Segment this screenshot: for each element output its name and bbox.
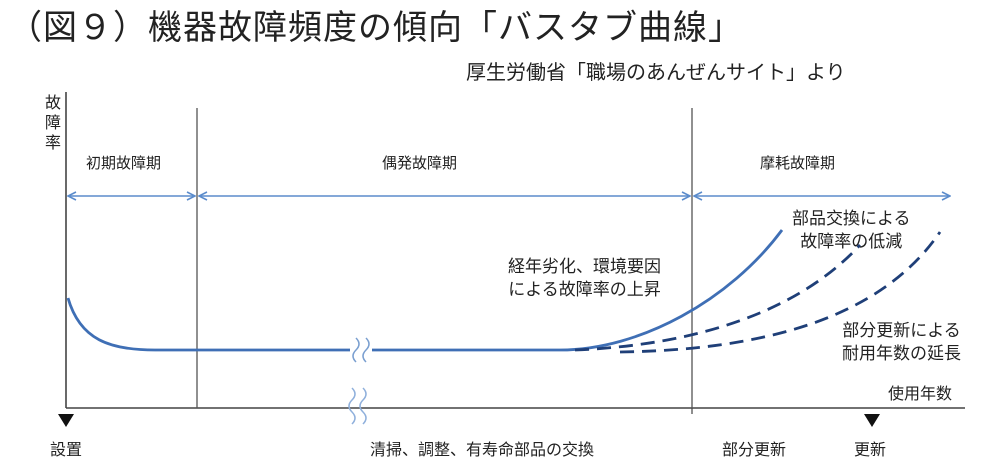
renewal-marker-icon <box>864 414 880 427</box>
aging-annotation-line-1: 経年劣化、環境要因 <box>508 257 661 277</box>
partial-update-line-2: 耐用年数の延長 <box>842 344 961 364</box>
partial-update-label: 部分更新 <box>722 440 787 459</box>
y-axis-label: 故障率 <box>42 94 61 154</box>
curve-break-mark <box>352 337 370 363</box>
installation-marker-icon <box>58 414 74 427</box>
random-phase-label: 偶発故障期 <box>382 154 458 172</box>
aging-annotation: 経年劣化、環境要因 による故障率の上昇 <box>508 256 661 302</box>
partial-update-annotation: 部分更新による 耐用年数の延長 <box>842 320 961 366</box>
source-note: 厚生労働省「職場のあんぜんサイト」より <box>466 60 846 84</box>
parts-replacement-annotation: 部品交換による 故障率の低減 <box>792 208 911 254</box>
x-axis-label: 使用年数 <box>888 384 953 403</box>
parts-replacement-line-2: 故障率の低減 <box>800 232 903 252</box>
maintenance-label: 清掃、調整、有寿命部品の交換 <box>370 440 595 459</box>
parts-replacement-dashed-curve <box>574 244 862 352</box>
wearout-phase-label: 摩耗故障期 <box>760 154 836 172</box>
axis-break-mark <box>348 387 367 425</box>
initial-phase-label: 初期故障期 <box>86 154 162 172</box>
partial-update-line-1: 部分更新による <box>842 321 961 341</box>
installation-label: 設置 <box>50 440 83 459</box>
bathtub-curve <box>66 297 350 352</box>
aging-annotation-line-2: による故障率の上昇 <box>508 280 661 300</box>
parts-replacement-line-1: 部品交換による <box>792 209 911 229</box>
partial-update-dashed-curve <box>619 231 942 354</box>
renewal-label: 更新 <box>854 440 887 459</box>
diagram-title: （図９）機器故障頻度の傾向「バスタブ曲線」 <box>8 8 743 48</box>
